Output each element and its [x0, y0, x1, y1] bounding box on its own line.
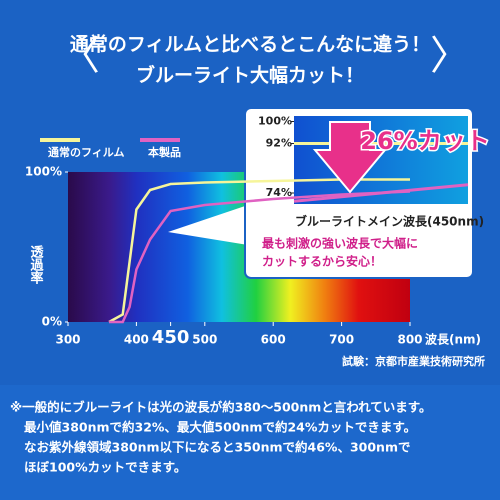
x-tick-label: 800: [397, 333, 422, 347]
y-tick-label: 74%: [266, 186, 292, 199]
x-tick-label: 400: [124, 333, 149, 347]
y-tick-label: 92%: [266, 137, 292, 150]
legend-label: 本製品: [148, 145, 181, 159]
y-axis-label: 透過率: [28, 245, 45, 285]
source: 試験：京都市産業技術研究所: [342, 354, 485, 368]
message: カットするから安心！: [262, 254, 382, 269]
footnote: 最小値380nmで約32%、最大値500nmで約24%カットできます。: [24, 420, 416, 435]
x-tick-label: 700: [329, 333, 354, 347]
header-line: 通常のフィルムと比べるとこんなに違う！: [70, 33, 430, 56]
message: 最も刺激の強い波長で大幅に: [262, 236, 418, 251]
header-line: ブルーライト大幅カット！: [136, 64, 364, 87]
x-tick-label: 450: [152, 327, 190, 348]
callout: 26%カット: [360, 127, 489, 155]
y-tick-label: 100%: [258, 115, 292, 128]
series-line: [109, 190, 411, 324]
y-tick-label: 0%: [42, 315, 62, 329]
series-line: [108, 178, 410, 324]
annotation: ブルーライトメイン波長(450nm): [295, 214, 484, 229]
footnote: ほぼ100%カットできます。: [24, 460, 186, 475]
bracket: 〈: [60, 33, 100, 79]
legend-label: 通常のフィルム: [48, 145, 125, 159]
x-tick-label: 600: [261, 333, 286, 347]
footnote-bg: [0, 385, 500, 500]
x-tick-label: 300: [55, 333, 80, 347]
x-axis-label: 波長(nm): [425, 332, 481, 347]
series-line: [293, 183, 469, 203]
down-arrow: [312, 121, 388, 194]
callout-pointer: [168, 205, 248, 245]
bracket: 〉: [430, 33, 470, 79]
y-tick-label: 100%: [25, 165, 62, 179]
footnote: なお紫外線領域380nm以下になると350nmで約46%、300nmで: [24, 440, 410, 455]
x-tick-label: 500: [192, 333, 217, 347]
footnote: ※一般的にブルーライトは光の波長が約380〜500nmと言われています。: [10, 400, 432, 415]
